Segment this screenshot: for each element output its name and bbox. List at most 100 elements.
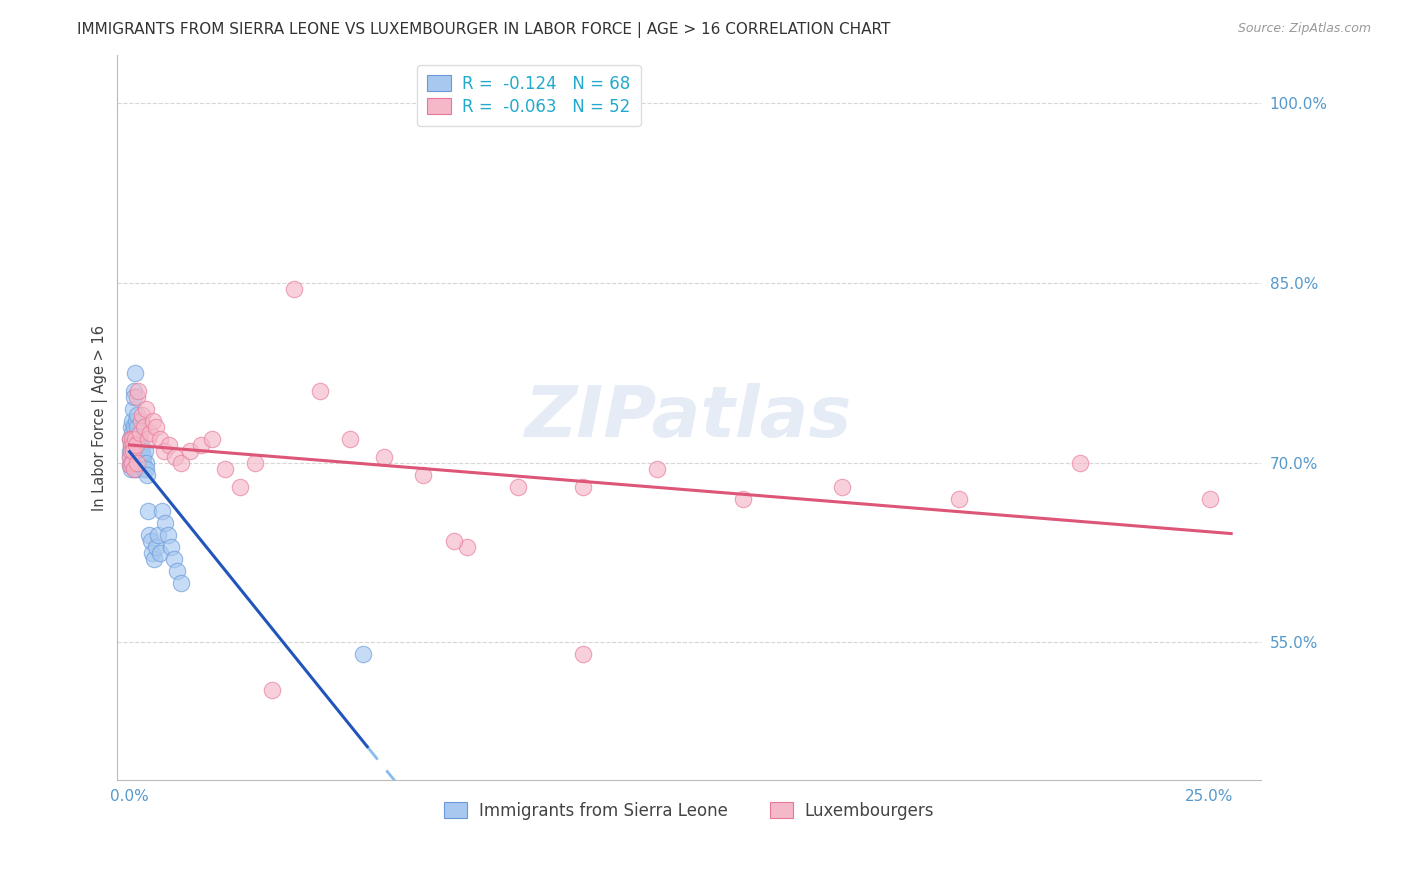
Point xyxy=(118,450,141,464)
Point xyxy=(169,575,191,590)
Point xyxy=(339,432,361,446)
Point xyxy=(128,438,150,452)
Point xyxy=(122,461,145,475)
Point xyxy=(229,480,252,494)
Point xyxy=(120,461,142,475)
Point xyxy=(731,491,754,506)
Point xyxy=(124,438,146,452)
Point xyxy=(146,527,169,541)
Point xyxy=(122,443,145,458)
Point xyxy=(572,648,595,662)
Point xyxy=(120,443,142,458)
Point xyxy=(125,438,148,452)
Point xyxy=(283,282,305,296)
Point xyxy=(243,456,266,470)
Point xyxy=(127,384,149,398)
Point xyxy=(142,551,165,566)
Point xyxy=(1069,456,1091,470)
Point xyxy=(122,458,145,472)
Point xyxy=(127,450,149,464)
Point xyxy=(128,456,150,470)
Point xyxy=(124,432,146,446)
Point xyxy=(145,540,167,554)
Point xyxy=(262,683,284,698)
Point xyxy=(831,480,853,494)
Y-axis label: In Labor Force | Age > 16: In Labor Force | Age > 16 xyxy=(93,325,108,511)
Point xyxy=(142,414,165,428)
Point xyxy=(122,443,145,458)
Point xyxy=(124,414,146,428)
Point xyxy=(129,450,152,464)
Point xyxy=(121,458,143,472)
Point xyxy=(373,450,395,464)
Point xyxy=(121,432,143,446)
Point xyxy=(163,450,186,464)
Point xyxy=(125,419,148,434)
Point xyxy=(125,456,148,470)
Point xyxy=(190,438,212,452)
Point xyxy=(139,533,162,548)
Point xyxy=(157,438,180,452)
Point xyxy=(124,461,146,475)
Point xyxy=(153,443,176,458)
Point xyxy=(120,456,142,470)
Point xyxy=(443,533,465,548)
Point xyxy=(159,540,181,554)
Point xyxy=(163,551,186,566)
Point xyxy=(572,480,595,494)
Point xyxy=(352,648,374,662)
Point xyxy=(120,438,142,452)
Point xyxy=(141,545,163,559)
Point xyxy=(132,456,155,470)
Point xyxy=(134,443,156,458)
Point xyxy=(125,432,148,446)
Point xyxy=(127,443,149,458)
Point xyxy=(121,456,143,470)
Point xyxy=(412,467,434,482)
Point xyxy=(508,480,530,494)
Text: Source: ZipAtlas.com: Source: ZipAtlas.com xyxy=(1237,22,1371,36)
Point xyxy=(135,401,157,416)
Point xyxy=(124,432,146,446)
Point xyxy=(121,414,143,428)
Point xyxy=(122,419,145,434)
Point xyxy=(121,446,143,460)
Point xyxy=(179,443,201,458)
Point xyxy=(166,564,188,578)
Point xyxy=(121,425,143,440)
Point xyxy=(131,443,153,458)
Point xyxy=(145,419,167,434)
Point xyxy=(118,443,141,458)
Point xyxy=(124,366,146,380)
Point xyxy=(149,432,172,446)
Point xyxy=(120,458,142,472)
Point xyxy=(136,467,159,482)
Point xyxy=(124,446,146,460)
Point xyxy=(120,432,142,446)
Point xyxy=(308,384,330,398)
Point xyxy=(129,458,152,472)
Point xyxy=(135,461,157,475)
Point xyxy=(131,450,153,464)
Point xyxy=(120,432,142,446)
Point xyxy=(124,456,146,470)
Point xyxy=(201,432,224,446)
Point xyxy=(948,491,970,506)
Point xyxy=(118,450,141,464)
Point xyxy=(152,503,174,517)
Point xyxy=(129,438,152,452)
Text: ZIPatlas: ZIPatlas xyxy=(526,384,852,452)
Point xyxy=(136,432,159,446)
Point xyxy=(456,540,478,554)
Point xyxy=(131,408,153,422)
Point xyxy=(131,456,153,470)
Point xyxy=(138,527,160,541)
Point xyxy=(129,414,152,428)
Point xyxy=(132,419,155,434)
Point xyxy=(135,456,157,470)
Point xyxy=(124,458,146,472)
Point xyxy=(153,516,176,530)
Point xyxy=(120,419,142,434)
Point xyxy=(125,461,148,475)
Point xyxy=(156,527,179,541)
